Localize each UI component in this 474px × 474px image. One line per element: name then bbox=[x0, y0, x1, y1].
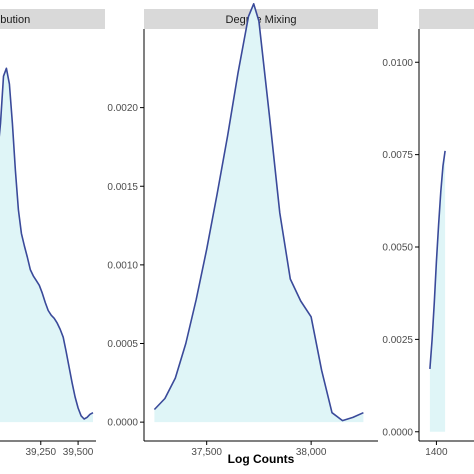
x-tick-label: 1400 bbox=[425, 447, 448, 458]
x-tick-label: 37,500 bbox=[191, 447, 222, 458]
density-line bbox=[0, 67, 94, 420]
facet-title: ibution bbox=[0, 14, 30, 26]
y-tick-label: 0.0100 bbox=[382, 58, 413, 69]
y-tick-label: 0.0000 bbox=[382, 427, 413, 438]
y-tick-label: 0.0075 bbox=[382, 150, 413, 161]
x-tick-label: 38,000 bbox=[296, 447, 327, 458]
facet-strip bbox=[419, 9, 474, 29]
x-tick-label: 39,250 bbox=[25, 447, 56, 458]
y-tick-label: 0.0015 bbox=[107, 182, 138, 193]
facet-panel-2: Degree Mixing 0.0000 0.0005 0.0010 0.0015 0.0… bbox=[107, 3, 378, 458]
y-tick-label: 0.0020 bbox=[107, 103, 138, 114]
y-tick-label: 0.0005 bbox=[107, 339, 138, 350]
y-tick-label: 0.0010 bbox=[107, 260, 138, 271]
y-tick-label: 0.0050 bbox=[382, 243, 413, 254]
facet-panel-1: ibution 39,250 39,500 bbox=[0, 9, 105, 458]
facet-panel-3: 0.0000 0.0025 0.0050 0.0075 0.0100 1400 bbox=[382, 9, 474, 458]
facet-strip bbox=[0, 9, 105, 29]
facet-strip bbox=[144, 9, 378, 29]
density-area bbox=[429, 150, 446, 432]
density-area bbox=[0, 68, 93, 423]
y-tick-label: 0.0000 bbox=[107, 418, 138, 429]
y-tick-label: 0.0025 bbox=[382, 335, 413, 346]
density-line bbox=[429, 150, 446, 369]
x-tick-label: 39,500 bbox=[63, 447, 94, 458]
x-axis-title: Log Counts bbox=[228, 452, 295, 466]
facet-title: Degree Mixing bbox=[226, 14, 297, 26]
density-area bbox=[154, 3, 364, 423]
density-line bbox=[153, 3, 364, 422]
